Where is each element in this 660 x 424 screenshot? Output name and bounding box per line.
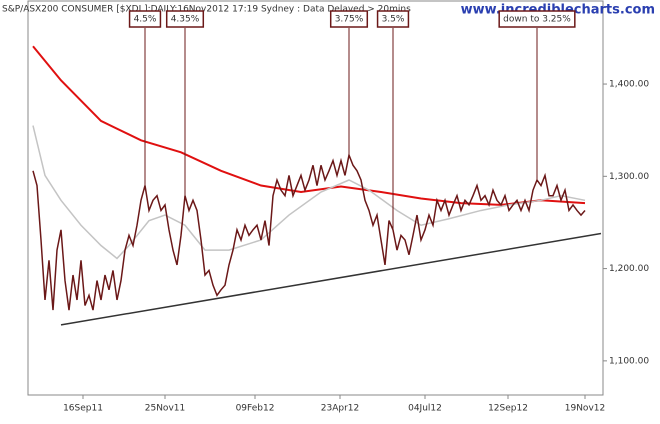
- annotation-box: [498, 10, 576, 28]
- x-tick-label: 23Apr12: [321, 404, 359, 414]
- moving-average-line: [32, 45, 586, 206]
- trend-line: [60, 232, 602, 326]
- annotation-label: 4.35%: [171, 15, 200, 25]
- annotation-label: 4.5%: [134, 15, 157, 25]
- y-tick-label: 1,100.00: [609, 356, 649, 366]
- annotation-box: [128, 10, 162, 28]
- annotation: 3.5%: [376, 10, 410, 28]
- price-line: [32, 152, 586, 311]
- moving-average-line: [32, 125, 586, 260]
- x-tick-label: 04Jul12: [408, 404, 442, 414]
- y-tick-label: 1,200.00: [609, 264, 649, 274]
- x-tick-label: 25Nov11: [145, 404, 185, 414]
- annotation: 3.75%: [329, 10, 369, 28]
- y-tick-label: 1,300.00: [609, 172, 649, 182]
- annotation-box: [165, 10, 205, 28]
- x-tick-label: 19Nov12: [565, 404, 605, 414]
- annotation-box: [376, 10, 410, 28]
- annotation: 4.35%: [165, 10, 205, 28]
- x-tick-label: 16Sep11: [63, 404, 103, 414]
- annotation: down to 3.25%: [498, 10, 576, 28]
- annotation-label: 3.5%: [382, 15, 405, 25]
- annotation: 4.5%: [128, 10, 162, 28]
- annotation-label: down to 3.25%: [503, 15, 571, 25]
- y-tick-label: 1,400.00: [609, 80, 649, 90]
- plot-frame: [27, 0, 604, 396]
- annotation-label: 3.75%: [335, 15, 364, 25]
- x-tick-label: 12Sep12: [488, 404, 528, 414]
- annotation-box: [329, 10, 369, 28]
- chart-title: S&P/ASX200 CONSUMER [$XDJ ]:DAILY:16Nov2…: [2, 5, 411, 15]
- x-tick-label: 09Feb12: [236, 404, 275, 414]
